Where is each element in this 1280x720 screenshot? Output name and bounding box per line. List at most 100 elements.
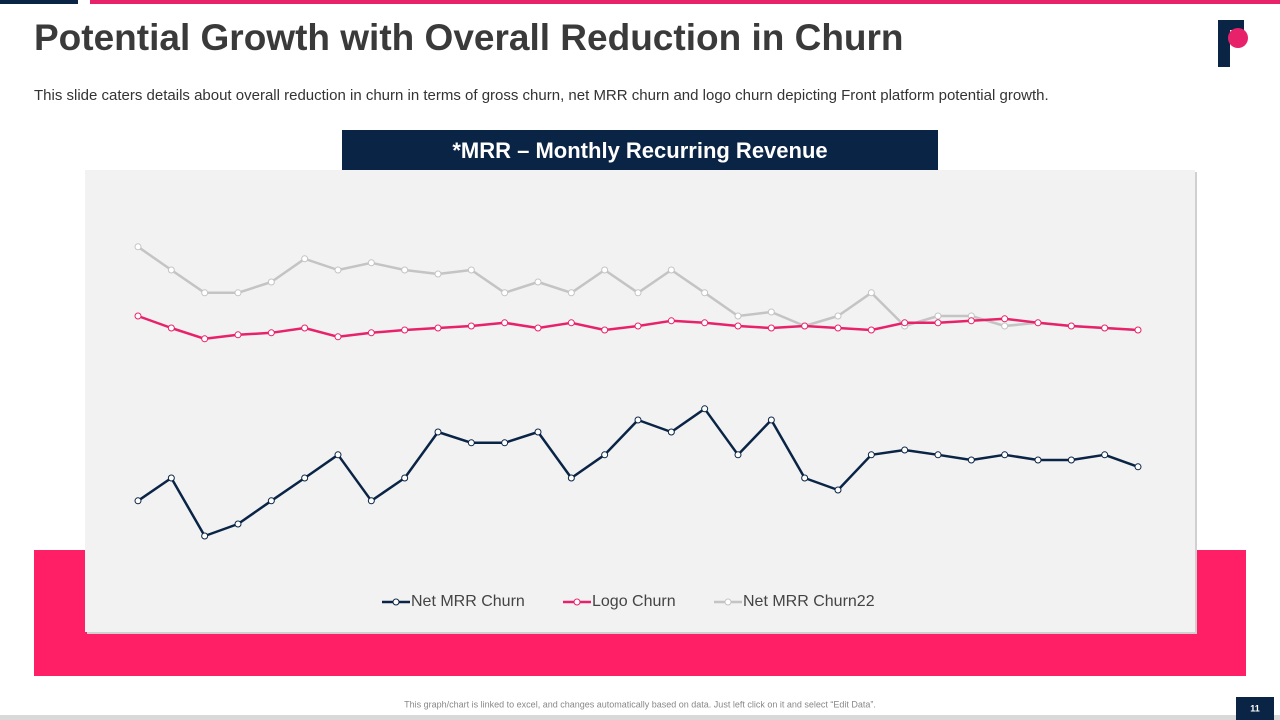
- point: [1101, 451, 1109, 459]
- point: [767, 324, 775, 332]
- logo: [1218, 20, 1244, 67]
- bottom-bar: [0, 715, 1280, 720]
- point: [534, 278, 542, 286]
- logo-dot: [1228, 28, 1248, 48]
- top-bar-pink: [90, 0, 1280, 4]
- point: [167, 474, 175, 482]
- point: [1034, 319, 1042, 327]
- page-box: [1236, 697, 1274, 720]
- point: [667, 317, 675, 325]
- point: [834, 486, 842, 494]
- point: [434, 324, 442, 332]
- point: [301, 324, 309, 332]
- point: [1134, 326, 1142, 334]
- point: [701, 405, 709, 413]
- point: [967, 317, 975, 325]
- legend-marker: [392, 598, 400, 606]
- point: [267, 278, 275, 286]
- point: [734, 451, 742, 459]
- point: [1001, 451, 1009, 459]
- point: [267, 497, 275, 505]
- point: [567, 474, 575, 482]
- point: [634, 322, 642, 330]
- point: [934, 451, 942, 459]
- banner: [342, 130, 938, 170]
- point: [167, 324, 175, 332]
- point: [534, 324, 542, 332]
- point: [301, 474, 309, 482]
- point: [734, 312, 742, 320]
- point: [367, 259, 375, 267]
- banner-text: *MRR – Monthly Recurring Revenue: [452, 138, 827, 163]
- point: [334, 451, 342, 459]
- legend-label: Logo Churn: [592, 593, 676, 610]
- point: [134, 243, 142, 251]
- subtitle: This slide caters details about overall …: [34, 87, 1049, 104]
- point: [234, 520, 242, 528]
- point: [501, 319, 509, 327]
- title: Potential Growth with Overall Reduction …: [34, 17, 904, 58]
- point: [667, 266, 675, 274]
- point: [434, 270, 442, 278]
- point: [934, 319, 942, 327]
- point: [167, 266, 175, 274]
- point: [1034, 456, 1042, 464]
- point: [967, 456, 975, 464]
- point: [334, 333, 342, 341]
- footnote: This graph/chart is linked to excel, and…: [404, 699, 876, 709]
- point: [701, 319, 709, 327]
- page-number: 11: [1250, 703, 1260, 713]
- point: [134, 497, 142, 505]
- legend-label: Net MRR Churn: [411, 593, 525, 610]
- point: [867, 326, 875, 334]
- point: [634, 289, 642, 297]
- point: [567, 289, 575, 297]
- point: [267, 329, 275, 337]
- legend-marker: [724, 598, 732, 606]
- point: [667, 428, 675, 436]
- chart-panel: [85, 170, 1195, 632]
- point: [867, 289, 875, 297]
- point: [1001, 322, 1009, 330]
- point: [534, 428, 542, 436]
- point: [801, 322, 809, 330]
- point: [234, 331, 242, 339]
- point: [1134, 463, 1142, 471]
- point: [867, 451, 875, 459]
- point: [1101, 324, 1109, 332]
- legend-marker: [573, 598, 581, 606]
- point: [367, 329, 375, 337]
- point: [201, 532, 209, 540]
- point: [767, 308, 775, 316]
- point: [801, 474, 809, 482]
- point: [401, 474, 409, 482]
- point: [834, 312, 842, 320]
- point: [1067, 456, 1075, 464]
- point: [467, 266, 475, 274]
- point: [601, 326, 609, 334]
- point: [201, 335, 209, 343]
- point: [1001, 315, 1009, 323]
- point: [467, 439, 475, 447]
- point: [634, 416, 642, 424]
- point: [334, 266, 342, 274]
- point: [734, 322, 742, 330]
- point: [134, 312, 142, 320]
- point: [834, 324, 842, 332]
- point: [234, 289, 242, 297]
- point: [501, 289, 509, 297]
- point: [567, 319, 575, 327]
- point: [901, 446, 909, 454]
- point: [1067, 322, 1075, 330]
- point: [367, 497, 375, 505]
- point: [601, 266, 609, 274]
- point: [601, 451, 609, 459]
- point: [434, 428, 442, 436]
- point: [901, 319, 909, 327]
- point: [934, 312, 942, 320]
- point: [767, 416, 775, 424]
- point: [701, 289, 709, 297]
- legend-label: Net MRR Churn22: [743, 593, 875, 610]
